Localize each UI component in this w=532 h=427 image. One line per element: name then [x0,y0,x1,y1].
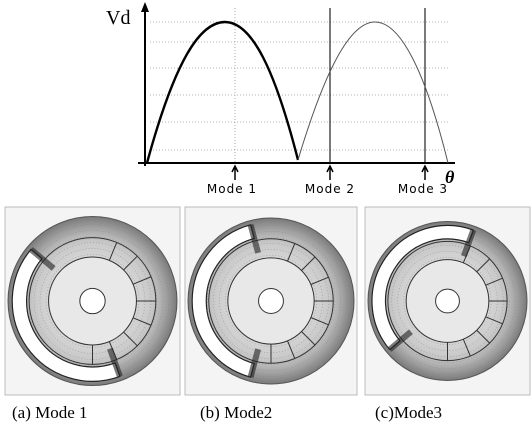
stator-slot [462,339,471,357]
flux-line [189,219,353,383]
stator-slot [476,329,491,344]
y-label: Vd [106,7,130,29]
mode-label: Mode 3 [398,182,448,196]
mode-label: Mode 1 [207,182,257,196]
x-label: θ [445,167,455,187]
motor-panel [4,206,181,396]
stator-slot [123,255,138,271]
motor-panel [364,206,531,396]
stator-slot [485,316,503,325]
shaft [435,288,460,314]
flux-concentration [29,247,123,378]
curve-mode2 [297,21,449,164]
waveform-plot: Vd θ Mode 1 Mode 2 Mode 3 [106,2,455,196]
flux-line [27,236,158,366]
pole-shoe [371,224,475,351]
flux-line [207,237,335,365]
stator-slot [108,242,118,261]
grid [150,8,448,163]
shaft [258,288,284,314]
mode-arrows [231,164,429,180]
curve-mode1 [145,20,300,164]
stator-slot [485,277,503,286]
shaft [79,287,106,315]
flux-line [9,218,176,384]
stator-slot [310,276,329,285]
flux-panels [4,206,531,396]
flux-line [15,224,170,378]
motor-panel [184,206,358,396]
stator-slot [132,317,152,326]
stator-slot [301,331,316,346]
mode-label: Mode 2 [305,182,355,196]
flux-line [385,239,510,363]
caption: (a) Mode 1 [12,403,88,422]
caption: (c)Mode3 [375,403,442,422]
stator-slot [287,243,296,262]
pole-shoe [11,248,121,382]
flux-concentration [387,229,477,352]
stator-slot [310,317,329,326]
flux-line [21,230,164,372]
stator-slot [287,340,296,359]
stator-slot [132,276,152,285]
flux-line [201,231,341,371]
flux-concentration [247,224,262,378]
stator-slot [301,256,316,271]
stator-slot [123,331,138,347]
stator-slot [476,258,491,273]
caption: (b) Mode2 [200,403,272,422]
